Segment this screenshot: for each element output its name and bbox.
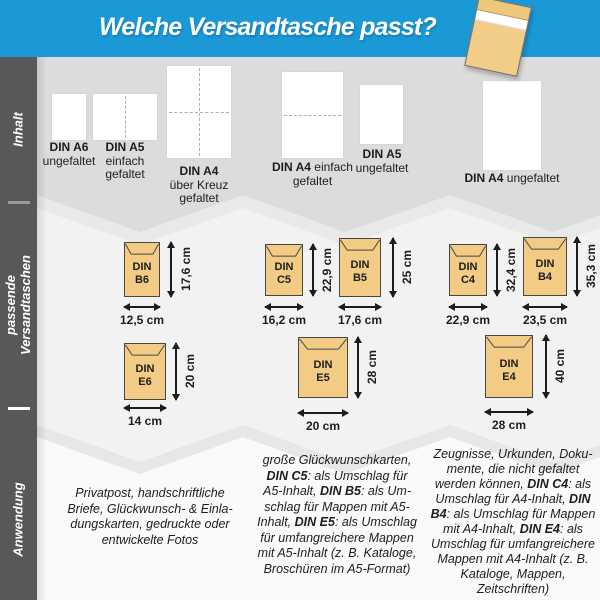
paper-a6-unfolded bbox=[52, 94, 86, 140]
height-arrow-icon bbox=[573, 236, 581, 297]
width-arrow-icon bbox=[264, 303, 304, 311]
height-label: 28 cm bbox=[365, 349, 379, 385]
paper-a5-folded-once bbox=[93, 94, 157, 140]
fold-line-horizontal bbox=[169, 112, 229, 113]
sidebar-label-versandtaschen: passende Versandtaschen bbox=[3, 255, 33, 355]
envelope-label: DIN B6 bbox=[132, 260, 152, 286]
envelope-label: DIN E6 bbox=[135, 362, 155, 388]
application-text-a4-formats: Zeugnisse, Urkunden, Doku­mente, die nic… bbox=[430, 447, 596, 596]
width-arrow-icon bbox=[338, 303, 382, 311]
paper-a4-cross-folded bbox=[167, 66, 231, 158]
envelope-din-b5: DIN B5 bbox=[339, 238, 381, 297]
width-label: 12,5 cm bbox=[119, 313, 165, 327]
width-arrow-icon bbox=[123, 404, 167, 412]
page-title: Welche Versandtasche passt? bbox=[99, 13, 437, 41]
envelope-label: DIN C5 bbox=[274, 261, 294, 286]
sidebar-shadow bbox=[37, 55, 47, 600]
width-arrow-icon bbox=[123, 303, 161, 311]
paper-a4-folded-once bbox=[282, 72, 343, 158]
height-label: 20 cm bbox=[183, 353, 197, 389]
envelope-din-b4: DIN B4 bbox=[523, 237, 567, 296]
sidebar bbox=[0, 55, 37, 600]
width-label: 17,6 cm bbox=[337, 313, 383, 327]
height-label: 35,3 cm bbox=[584, 243, 598, 289]
height-arrow-icon bbox=[172, 342, 180, 401]
height-arrow-icon bbox=[309, 243, 317, 297]
width-label: 20 cm bbox=[305, 419, 341, 433]
width-arrow-icon bbox=[522, 303, 568, 311]
paper-a5-unfolded bbox=[360, 85, 403, 144]
envelope-din-e5: DIN E5 bbox=[298, 337, 348, 398]
envelope-din-c5: DIN C5 bbox=[265, 244, 303, 296]
width-label: 16,2 cm bbox=[261, 313, 307, 327]
fold-line-vertical bbox=[125, 96, 126, 138]
height-arrow-icon bbox=[354, 336, 362, 399]
width-arrow-icon bbox=[484, 408, 534, 416]
height-arrow-icon bbox=[493, 243, 501, 297]
envelope-flap-icon bbox=[299, 338, 347, 351]
fold-line-horizontal bbox=[284, 115, 341, 116]
width-label: 22,9 cm bbox=[445, 313, 491, 327]
envelope-din-e6: DIN E6 bbox=[124, 343, 166, 400]
envelope-label: DIN E5 bbox=[313, 358, 333, 384]
height-label: 32,4 cm bbox=[504, 247, 518, 293]
height-label: 25 cm bbox=[400, 249, 414, 285]
envelope-label: DIN E4 bbox=[499, 357, 519, 383]
application-text-a5-formats: große Glückwunschkarten, DIN C5: als Ums… bbox=[257, 453, 417, 576]
envelope-din-e4: DIN E4 bbox=[485, 335, 533, 398]
width-arrow-icon bbox=[448, 303, 488, 311]
envelope-flap-icon bbox=[125, 243, 159, 256]
envelope-flap-icon bbox=[450, 245, 486, 258]
envelope-flap-icon bbox=[266, 245, 302, 258]
sidebar-label-inhalt: Inhalt bbox=[10, 112, 26, 147]
width-label: 14 cm bbox=[127, 414, 163, 428]
height-label: 17,6 cm bbox=[179, 246, 193, 292]
envelope-flap-icon bbox=[486, 336, 532, 349]
width-label: 23,5 cm bbox=[522, 313, 568, 327]
height-arrow-icon bbox=[167, 241, 175, 298]
envelope-label: DIN B4 bbox=[535, 257, 555, 283]
paper-label: DIN A4 ungefaltet bbox=[464, 171, 560, 185]
paper-label: DIN A4 einfach gefaltet bbox=[272, 160, 353, 188]
height-label: 40 cm bbox=[553, 348, 567, 384]
paper-label: DIN A6 ungefaltet bbox=[42, 140, 96, 168]
envelope-flap-icon bbox=[524, 238, 566, 251]
envelope-din-c4: DIN C4 bbox=[449, 244, 487, 296]
paper-label: DIN A5 ungefaltet bbox=[355, 147, 409, 175]
envelope-din-b6: DIN B6 bbox=[124, 242, 160, 297]
height-arrow-icon bbox=[542, 334, 550, 399]
width-arrow-icon bbox=[297, 409, 349, 417]
height-label: 22,9 cm bbox=[320, 247, 334, 293]
envelope-label: DIN B5 bbox=[350, 258, 370, 284]
sidebar-divider-2 bbox=[8, 407, 30, 410]
paper-a4-unfolded bbox=[483, 81, 541, 170]
paper-label: DIN A5 einfach gefaltet bbox=[105, 140, 145, 181]
paper-label: DIN A4 über Kreuz gefaltet bbox=[169, 164, 229, 205]
sidebar-divider-1 bbox=[8, 201, 30, 204]
envelope-flap-icon bbox=[340, 239, 380, 252]
application-text-small-formats: Privatpost, handschriftliche Briefe, Glü… bbox=[67, 486, 233, 547]
width-label: 28 cm bbox=[491, 418, 527, 432]
envelope-flap-icon bbox=[125, 344, 165, 357]
envelope-label: DIN C4 bbox=[458, 261, 478, 286]
sidebar-label-anwendung: Anwendung bbox=[10, 482, 26, 557]
height-arrow-icon bbox=[389, 237, 397, 298]
